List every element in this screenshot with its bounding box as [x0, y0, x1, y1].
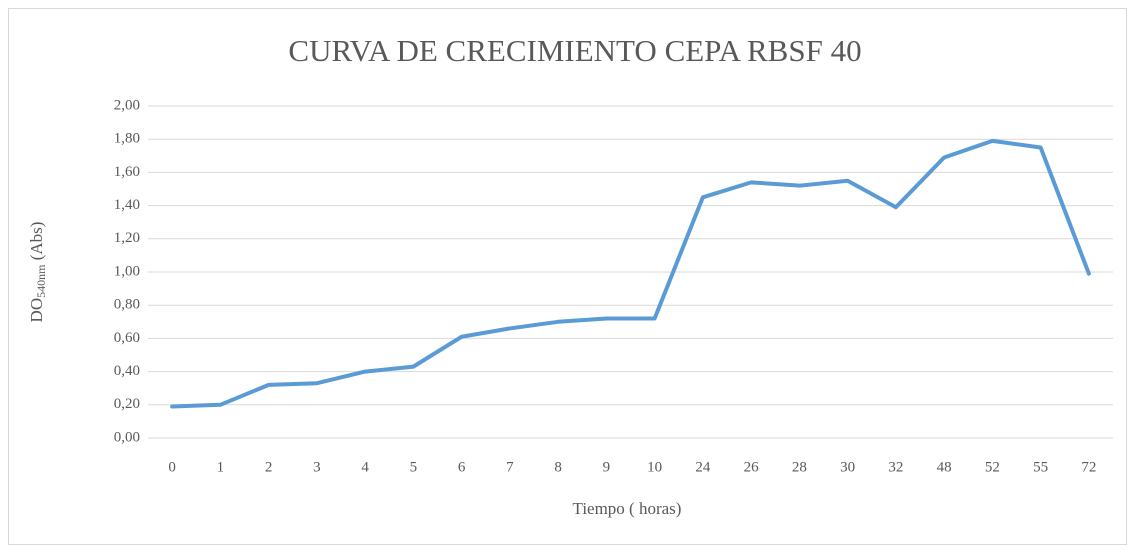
y-tick-label: 2,00	[114, 97, 140, 113]
x-tick-label: 7	[506, 459, 514, 475]
x-tick-label: 1	[217, 459, 225, 475]
data-line	[170, 138, 1091, 409]
x-tick-label: 52	[985, 459, 1000, 475]
x-tick-label: 55	[1033, 459, 1048, 475]
x-tick-label: 24	[695, 459, 711, 475]
x-tick-label: 28	[792, 459, 807, 475]
y-tick-label: 0,00	[114, 429, 140, 445]
chart-border	[8, 8, 1127, 545]
x-tick-label: 72	[1081, 459, 1096, 475]
y-tick-label: 1,00	[114, 263, 140, 279]
x-tick-label: 26	[744, 459, 760, 475]
x-axis-label: Tiempo ( horas)	[573, 499, 682, 518]
y-tick-label: 0,80	[114, 297, 140, 313]
chart-title: CURVA DE CRECIMIENTO CEPA RBSF 40	[288, 33, 861, 68]
x-tick-label: 32	[888, 459, 903, 475]
y-tick-label: 0,60	[114, 330, 140, 346]
x-tick-label: 0	[168, 459, 176, 475]
x-tick-label: 10	[647, 459, 662, 475]
y-axis-label: DO540nm (Abs)	[27, 222, 48, 323]
y-tick-label: 0,40	[114, 363, 140, 379]
y-tick-label: 1,80	[114, 131, 140, 147]
x-tick-label: 8	[554, 459, 562, 475]
x-tick-label: 2	[265, 459, 273, 475]
y-label-unit: (Abs)	[27, 222, 46, 265]
y-tick-label: 1,40	[114, 197, 140, 213]
x-tick-label: 9	[603, 459, 611, 475]
y-tick-label: 1,60	[114, 164, 140, 180]
y-label-main: DO	[27, 298, 46, 323]
x-tick-label: 5	[410, 459, 418, 475]
y-tick-label: 0,20	[114, 396, 140, 412]
x-tick-label: 6	[458, 459, 466, 475]
x-tick-label: 48	[937, 459, 952, 475]
y-tick-label: 1,20	[114, 230, 140, 246]
x-tick-label: 30	[840, 459, 855, 475]
x-tick-label: 3	[313, 459, 321, 475]
y-label-sub: 540nm	[34, 264, 48, 298]
x-tick-label: 4	[361, 459, 369, 475]
